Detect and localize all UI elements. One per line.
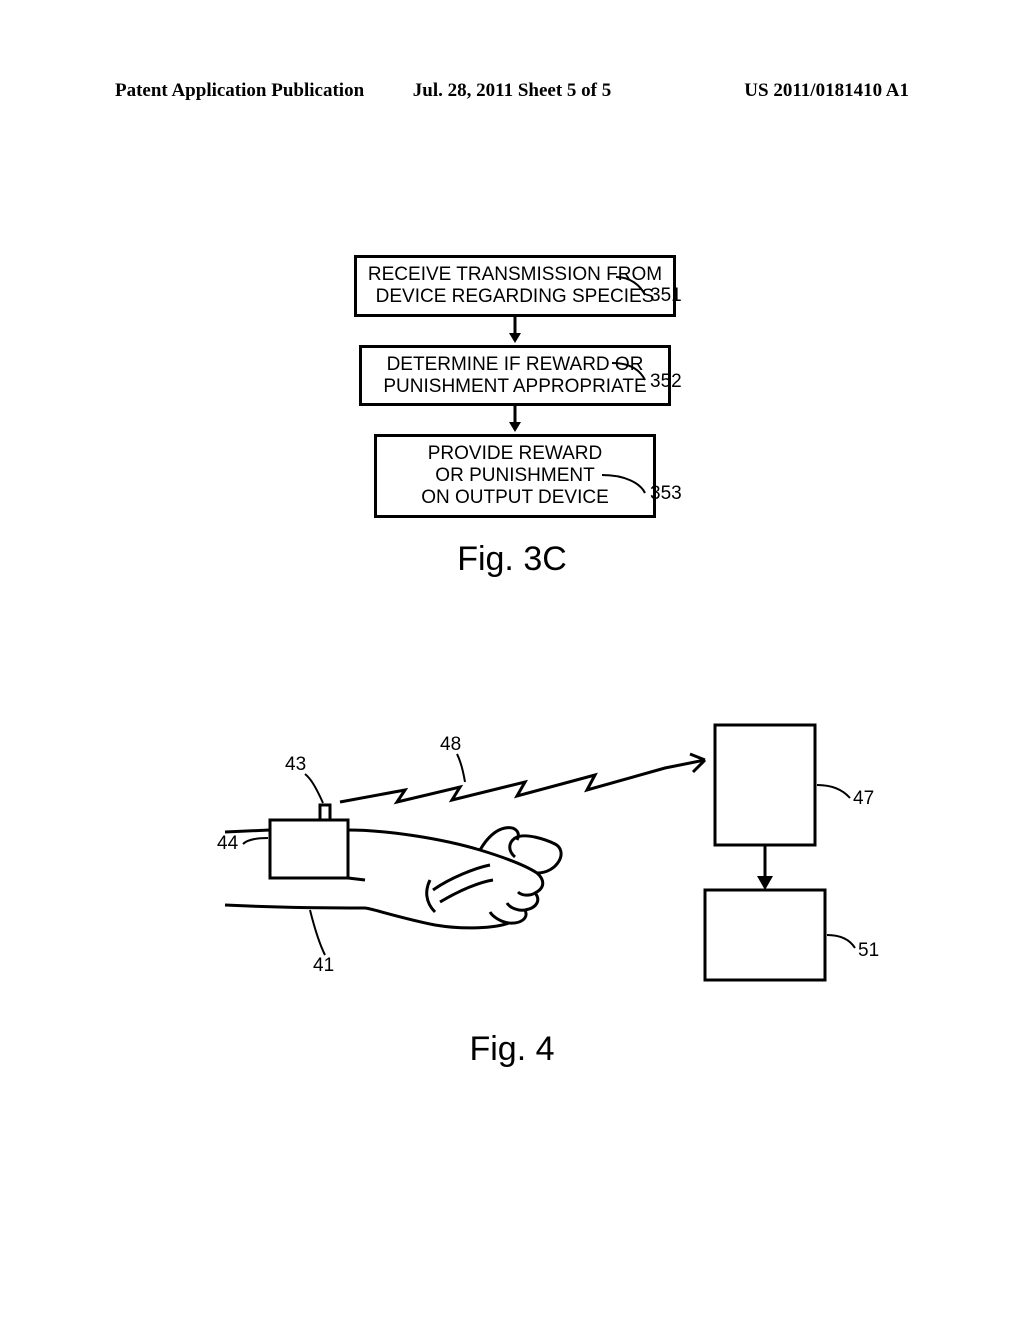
header-center: Jul. 28, 2011 Sheet 5 of 5 bbox=[413, 80, 611, 102]
fig4-caption: Fig. 4 bbox=[0, 1030, 1024, 1069]
flow-box-353-line3: ON OUTPUT DEVICE bbox=[421, 487, 609, 508]
ref-48: 48 bbox=[440, 734, 461, 756]
flow-box-353: PROVIDE REWARD OR PUNISHMENT ON OUTPUT D… bbox=[374, 434, 656, 518]
flow-arrow-2 bbox=[300, 406, 730, 434]
flow-box-351-line2: DEVICE REGARDING SPECIES bbox=[376, 286, 655, 307]
ref-43: 43 bbox=[285, 754, 306, 776]
flow-box-352-line1: DETERMINE IF REWARD OR bbox=[387, 354, 644, 375]
figure-4: 43 44 41 48 47 51 bbox=[225, 730, 865, 1010]
flow-box-352: DETERMINE IF REWARD OR PUNISHMENT APPROP… bbox=[359, 345, 671, 407]
fig3c-caption: Fig. 3C bbox=[0, 540, 1024, 579]
flow-box-352-line2: PUNISHMENT APPROPRIATE bbox=[383, 376, 646, 397]
flow-box-351-line1: RECEIVE TRANSMISSION FROM bbox=[368, 264, 662, 285]
flow-box-353-line2: OR PUNISHMENT bbox=[435, 465, 594, 486]
figure-3c: RECEIVE TRANSMISSION FROM DEVICE REGARDI… bbox=[300, 255, 730, 518]
ref-44: 44 bbox=[217, 833, 238, 855]
header-left: Patent Application Publication bbox=[115, 80, 364, 102]
ref-47: 47 bbox=[853, 788, 874, 810]
ref-41: 41 bbox=[313, 955, 334, 977]
flow-box-353-line1: PROVIDE REWARD bbox=[428, 443, 603, 464]
flow-box-351: RECEIVE TRANSMISSION FROM DEVICE REGARDI… bbox=[354, 255, 676, 317]
ref-353: 353 bbox=[650, 483, 682, 505]
page-header: Patent Application Publication Jul. 28, … bbox=[0, 80, 1024, 102]
ref-51: 51 bbox=[858, 940, 879, 962]
flow-arrow-1 bbox=[300, 317, 730, 345]
header-right: US 2011/0181410 A1 bbox=[744, 80, 909, 102]
ref-352: 352 bbox=[650, 371, 682, 393]
ref-351: 351 bbox=[650, 285, 682, 307]
